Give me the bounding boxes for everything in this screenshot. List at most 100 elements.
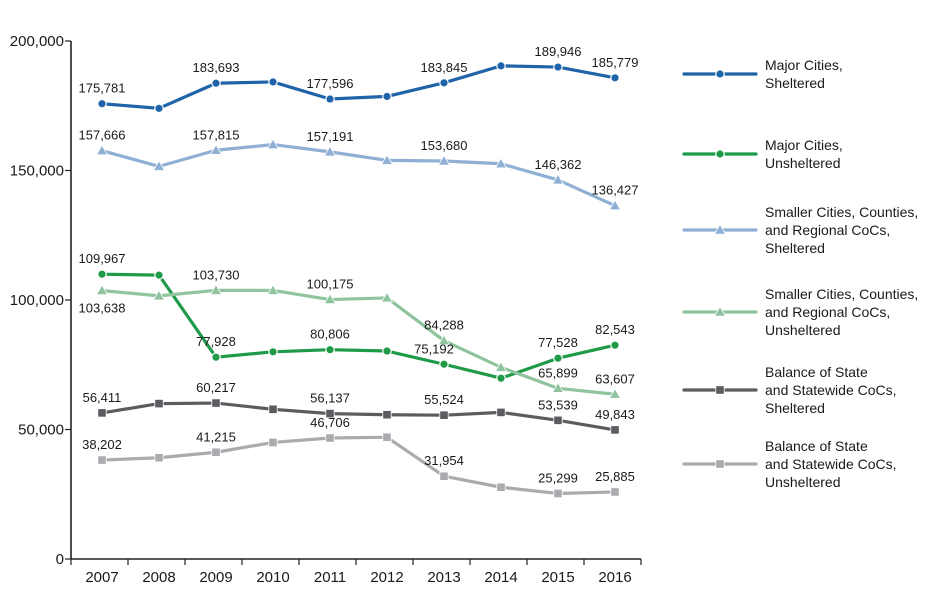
data-point-smaller-cities-counties-and-regional-cocs-unsheltered-2008 — [152, 289, 166, 301]
series-line-balance-of-state-and-statewide-cocs-sheltered — [100, 401, 617, 432]
data-point-major-cities-unsheltered-2008 — [154, 270, 164, 280]
data-point-balance-of-state-and-statewide-cocs-sheltered-2009 — [211, 398, 221, 408]
data-point-major-cities-sheltered-2009 — [211, 78, 221, 89]
data-label: 80,806 — [310, 327, 350, 342]
data-point-major-cities-sheltered-2016 — [610, 73, 620, 83]
data-label: 175,781 — [79, 81, 126, 96]
data-label: 103,638 — [79, 301, 126, 316]
data-label: 183,845 — [421, 60, 468, 75]
data-point-smaller-cities-counties-and-regional-cocs-sheltered-2007 — [95, 144, 109, 156]
data-point-smaller-cities-counties-and-regional-cocs-unsheltered-2010 — [266, 284, 280, 295]
legend-swatch-marker — [715, 69, 725, 79]
data-label: 136,427 — [592, 183, 639, 198]
data-point-major-cities-unsheltered-2013 — [439, 359, 449, 370]
data-point-major-cities-unsheltered-2014 — [496, 373, 506, 384]
x-tick-label: 2007 — [85, 569, 118, 586]
series-lines — [100, 64, 617, 496]
data-label: 100,175 — [307, 277, 354, 292]
data-point-smaller-cities-counties-and-regional-cocs-sheltered-2014 — [494, 157, 508, 169]
legend-label: and Regional CoCs, — [765, 304, 890, 320]
data-point-major-cities-unsheltered-2016 — [610, 340, 620, 351]
data-point-smaller-cities-counties-and-regional-cocs-sheltered-2016 — [608, 199, 622, 211]
data-point-major-cities-sheltered-2013 — [439, 78, 449, 88]
data-label: 75,192 — [414, 341, 454, 356]
data-label: 63,607 — [595, 371, 635, 386]
x-tick-label: 2014 — [484, 569, 517, 586]
data-point-smaller-cities-counties-and-regional-cocs-sheltered-2009 — [209, 143, 223, 155]
data-label: 157,666 — [79, 128, 126, 143]
data-point-major-cities-sheltered-2015 — [553, 62, 563, 72]
y-tick-label: 0 — [56, 551, 64, 568]
data-point-major-cities-sheltered-2007 — [97, 98, 107, 109]
data-label: 25,299 — [538, 470, 578, 485]
legend-item-balance-of-state-and-statewide-cocs-sheltered: Balance of State and Statewide CoCs, Shelt… — [682, 364, 897, 416]
data-point-balance-of-state-and-statewide-cocs-unsheltered-2009 — [211, 447, 221, 457]
legend-swatch-marker — [713, 305, 727, 317]
data-label: 157,191 — [307, 129, 354, 144]
series-line-major-cities-sheltered — [100, 64, 617, 110]
legend-label: Unsheltered — [765, 322, 841, 338]
data-point-smaller-cities-counties-and-regional-cocs-unsheltered-2009 — [209, 284, 223, 295]
data-point-smaller-cities-counties-and-regional-cocs-sheltered-2011 — [323, 145, 337, 157]
legend-label: Sheltered — [765, 400, 825, 416]
legend-label: Smaller Cities, Counties, — [765, 204, 918, 220]
legend-swatch-marker — [715, 149, 725, 159]
data-label: 65,899 — [538, 365, 578, 380]
data-point-balance-of-state-and-statewide-cocs-unsheltered-2012 — [382, 432, 392, 442]
data-label: 103,730 — [193, 267, 240, 282]
data-label: 46,706 — [310, 415, 350, 430]
legend-label: Unsheltered — [765, 155, 841, 171]
data-label: 177,596 — [307, 76, 354, 91]
data-label: 157,815 — [193, 127, 240, 142]
data-point-smaller-cities-counties-and-regional-cocs-sheltered-2010 — [266, 138, 280, 150]
legend-swatch-marker — [715, 459, 725, 469]
x-tick-label: 2010 — [256, 569, 289, 586]
data-point-balance-of-state-and-statewide-cocs-sheltered-2015 — [553, 415, 563, 425]
data-point-balance-of-state-and-statewide-cocs-sheltered-2014 — [496, 407, 506, 418]
data-label: 53,539 — [538, 397, 578, 412]
legend-label: and Statewide CoCs, — [765, 456, 897, 472]
legend-label: Major Cities, — [765, 57, 843, 73]
data-point-balance-of-state-and-statewide-cocs-unsheltered-2015 — [553, 488, 563, 499]
data-point-major-cities-unsheltered-2011 — [325, 344, 335, 355]
x-tick-label: 2016 — [598, 569, 631, 586]
legend-label: and Regional CoCs, — [765, 222, 890, 238]
data-point-balance-of-state-and-statewide-cocs-unsheltered-2010 — [268, 437, 278, 448]
legend-label: Smaller Cities, Counties, — [765, 286, 918, 302]
data-label: 41,215 — [196, 429, 236, 444]
data-point-major-cities-unsheltered-2007 — [97, 269, 107, 279]
x-tick-label: 2015 — [541, 569, 574, 586]
x-tick-label: 2012 — [370, 569, 403, 586]
data-point-balance-of-state-and-statewide-cocs-unsheltered-2011 — [325, 433, 335, 443]
data-point-smaller-cities-counties-and-regional-cocs-unsheltered-2007 — [95, 284, 109, 296]
data-label: 189,946 — [535, 44, 582, 59]
data-point-major-cities-sheltered-2008 — [154, 103, 164, 114]
y-tick-label: 200,000 — [10, 33, 64, 50]
data-point-smaller-cities-counties-and-regional-cocs-unsheltered-2011 — [323, 293, 337, 305]
y-tick-label: 150,000 — [10, 163, 64, 180]
y-tick-label: 100,000 — [10, 292, 64, 309]
x-tick-label: 2008 — [142, 569, 175, 586]
data-label: 146,362 — [535, 157, 582, 172]
x-tick-label: 2011 — [314, 569, 346, 586]
data-point-major-cities-unsheltered-2009 — [211, 352, 221, 362]
data-label: 60,217 — [196, 380, 236, 395]
legend: Major Cities, Sheltered Major Cities, Unshe… — [682, 57, 918, 490]
data-point-balance-of-state-and-statewide-cocs-unsheltered-2007 — [97, 455, 107, 465]
data-point-smaller-cities-counties-and-regional-cocs-unsheltered-2014 — [494, 361, 508, 372]
legend-label: Balance of State — [765, 438, 868, 454]
legend-swatch-marker — [715, 385, 725, 395]
data-point-smaller-cities-counties-and-regional-cocs-unsheltered-2016 — [608, 387, 622, 399]
axes: 0 50,000 100,000 150,000 200,000 2007 2008 2009… — [10, 33, 642, 586]
data-point-balance-of-state-and-statewide-cocs-sheltered-2016 — [610, 425, 620, 435]
data-point-major-cities-sheltered-2012 — [382, 91, 392, 102]
legend-swatch-marker — [713, 223, 727, 235]
data-point-balance-of-state-and-statewide-cocs-unsheltered-2016 — [610, 487, 620, 497]
data-point-balance-of-state-and-statewide-cocs-sheltered-2013 — [439, 410, 449, 420]
legend-label: Unsheltered — [765, 474, 841, 490]
legend-item-balance-of-state-and-statewide-cocs-unsheltered: Balance of State and Statewide CoCs, Unshe… — [682, 438, 897, 490]
series-markers — [95, 61, 622, 499]
data-point-balance-of-state-and-statewide-cocs-unsheltered-2008 — [154, 453, 164, 463]
series-line-major-cities-unsheltered — [100, 272, 617, 380]
